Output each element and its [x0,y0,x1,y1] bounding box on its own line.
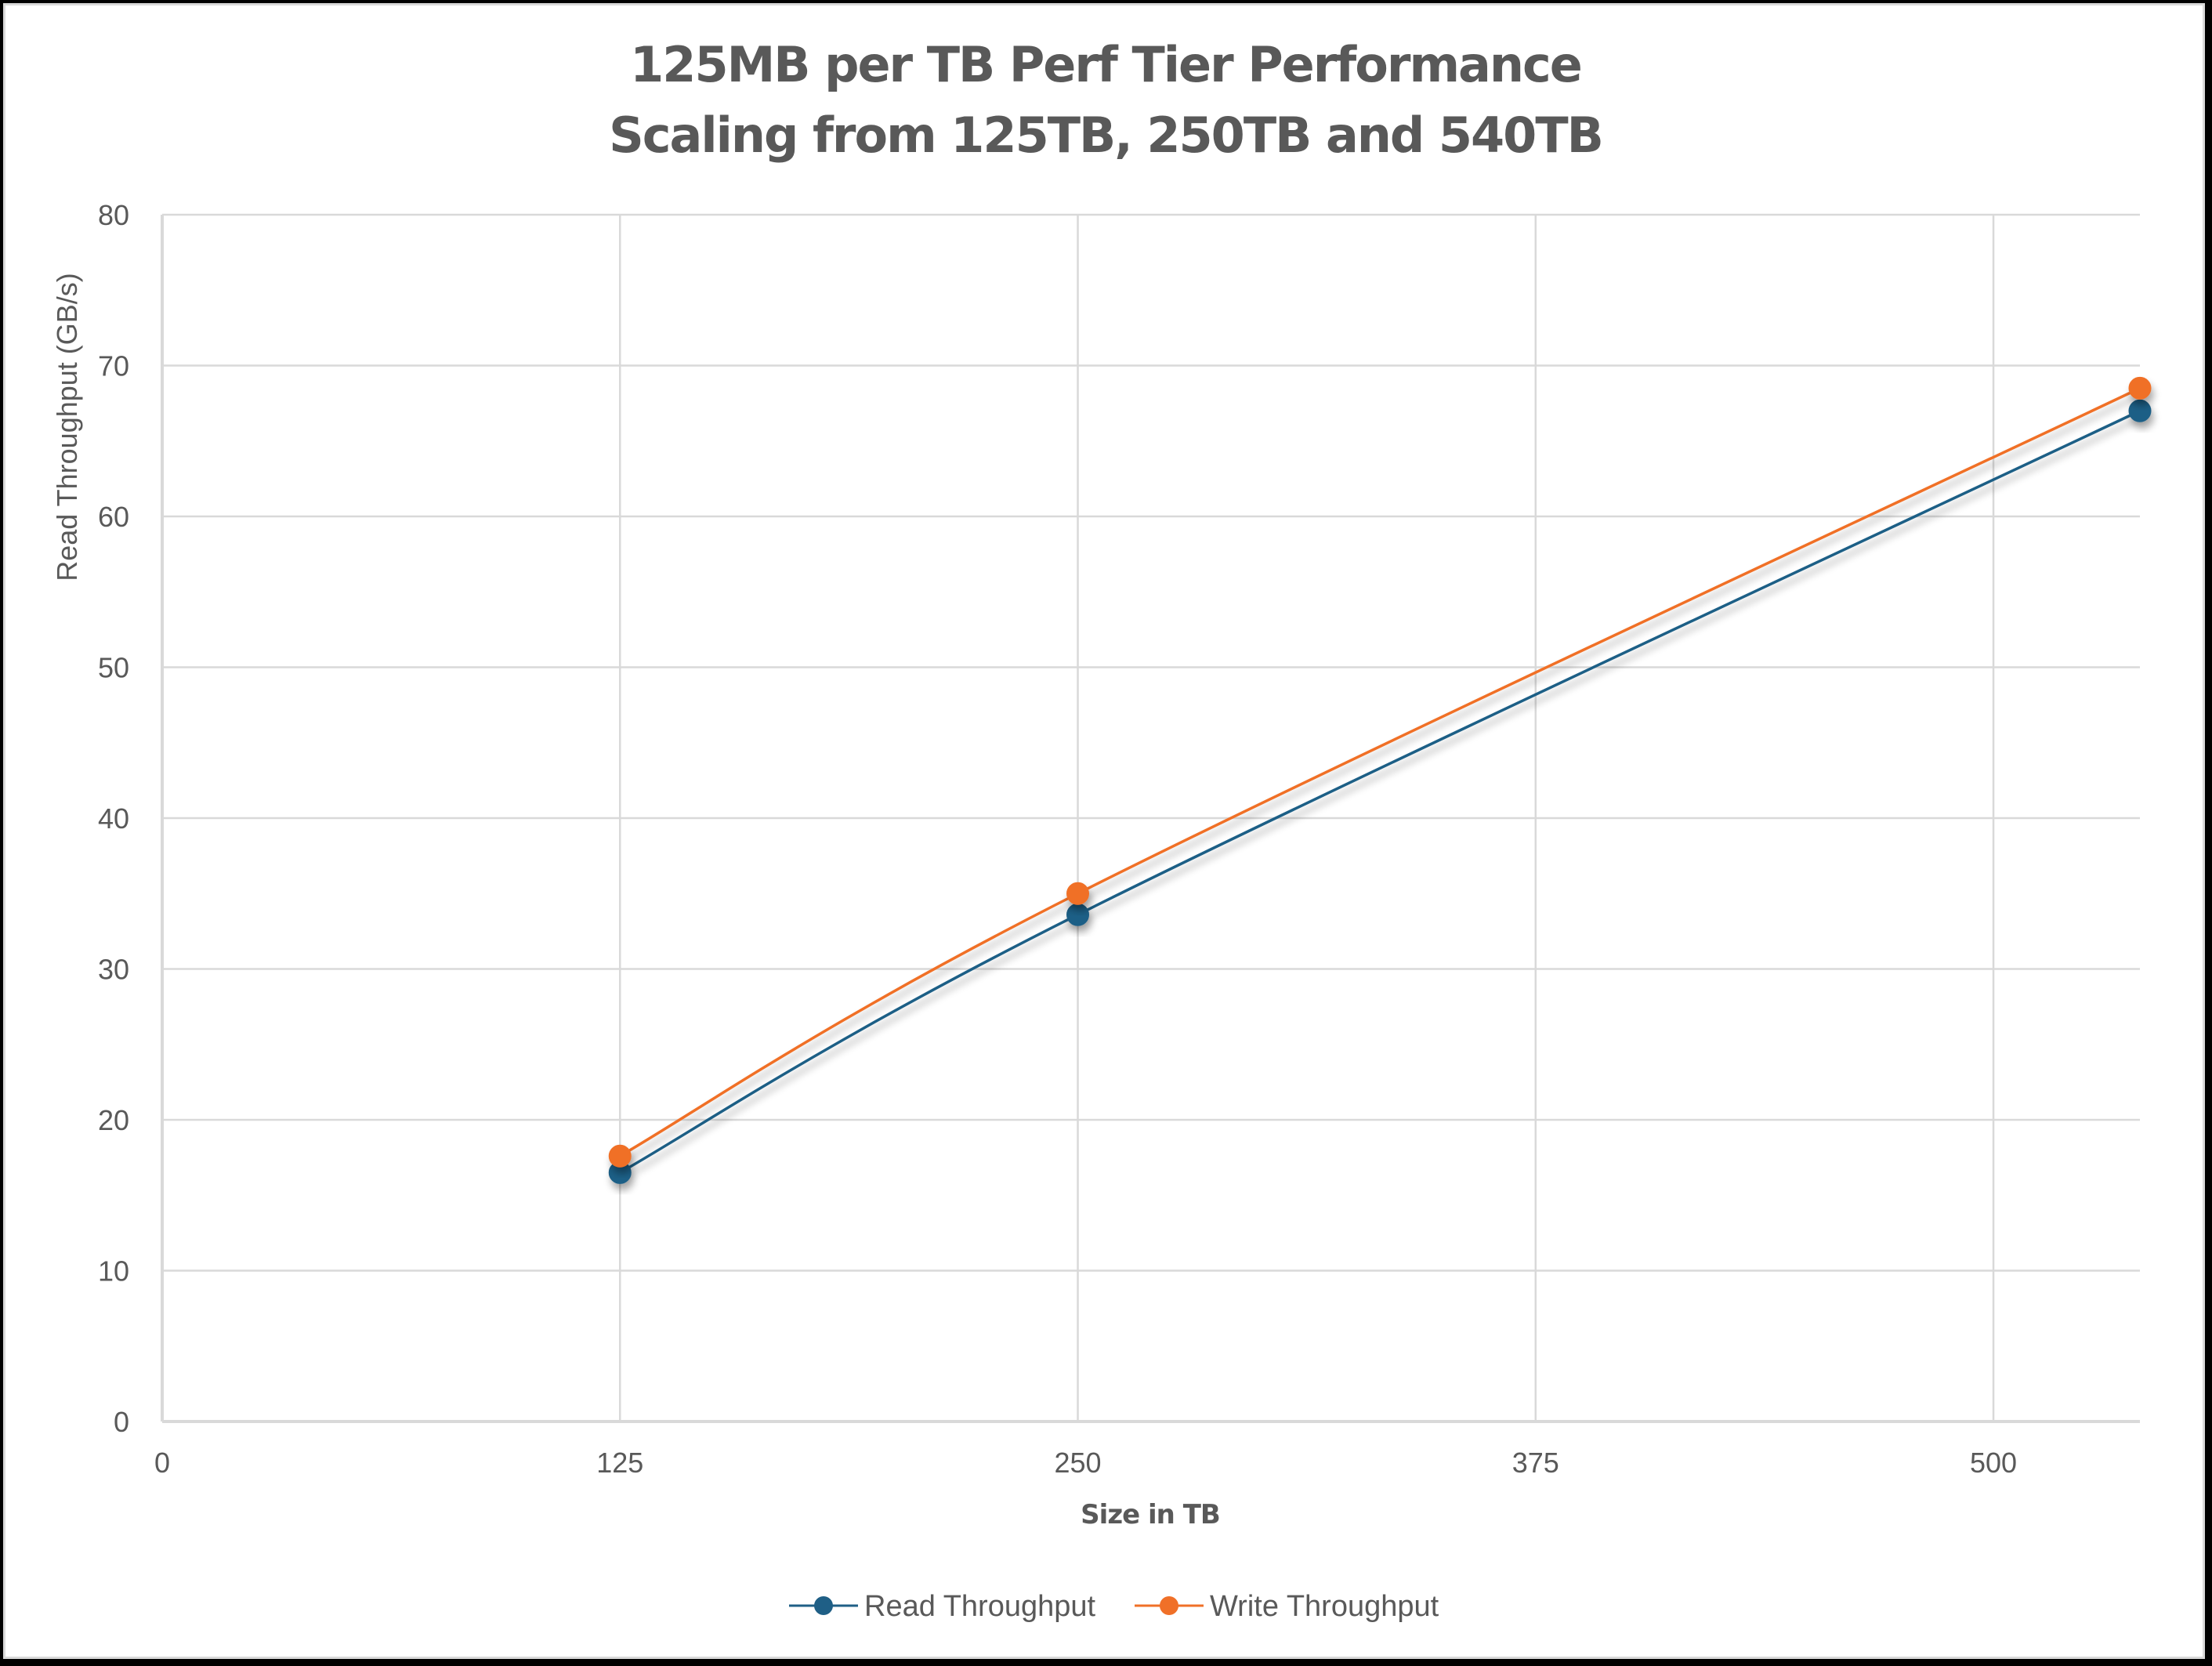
write-throughput-series [608,376,2152,1168]
chart-frame [3,3,2205,1659]
x-tick-label: 125 [596,1447,643,1479]
y-axis-title: Read Throughput (GB/s) [51,273,83,581]
y-tick-label: 70 [98,350,129,382]
chart-title-line2: Scaling from 125TB, 250TB and 540TB [609,107,1602,164]
series-line [619,409,2141,1174]
series-line [619,386,2141,1157]
data-point-marker[interactable] [1066,903,1090,926]
legend-read-label: Read Throughput [864,1590,1096,1623]
y-tick-label: 80 [98,199,129,231]
legend: Read Throughput Write Throughput [789,1590,1439,1623]
y-tick-label: 20 [98,1104,129,1136]
legend-write-label: Write Throughput [1210,1590,1439,1623]
y-tick-label: 60 [98,501,129,533]
data-point-marker[interactable] [2128,399,2152,422]
data-point-marker[interactable] [1066,882,1090,905]
data-point-marker[interactable] [2128,376,2152,400]
y-axis-ticks: 0 10 20 30 40 50 60 70 80 [98,199,129,1438]
legend-item-read[interactable]: Read Throughput [789,1590,1096,1623]
x-axis-ticks: 0 125 250 375 500 [154,1447,2017,1479]
x-axis-title: Size in TB [1081,1499,1220,1530]
legend-read-marker-icon [814,1596,833,1615]
data-series [608,376,2152,1184]
chart-title-line1: 125MB per TB Perf Tier Performance [630,36,1581,93]
x-tick-label: 0 [154,1447,170,1479]
gridlines [161,213,2140,1423]
x-tick-label: 250 [1054,1447,1101,1479]
y-tick-label: 0 [114,1406,129,1438]
data-point-marker[interactable] [608,1144,632,1168]
chart-canvas [5,5,2203,1657]
y-tick-label: 50 [98,652,129,684]
y-tick-label: 30 [98,954,129,986]
y-tick-label: 40 [98,802,129,835]
legend-item-write[interactable]: Write Throughput [1135,1590,1439,1623]
x-tick-label: 375 [1512,1447,1559,1479]
read-throughput-series [608,399,2152,1184]
y-tick-label: 10 [98,1255,129,1288]
x-tick-label: 500 [1970,1447,2017,1479]
legend-write-marker-icon [1160,1596,1178,1615]
